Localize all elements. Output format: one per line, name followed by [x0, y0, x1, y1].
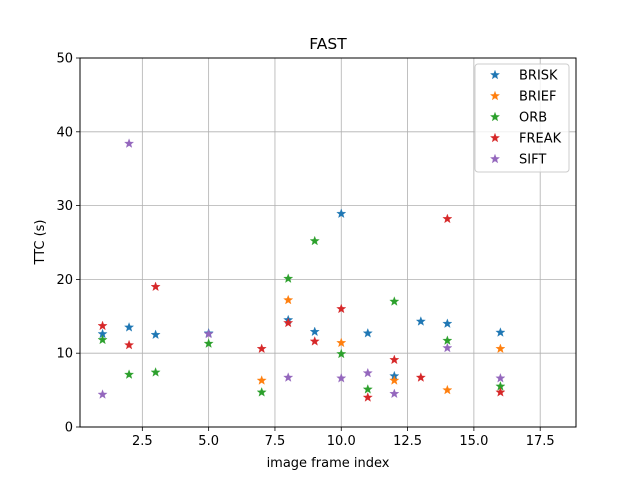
legend-label: ORB — [519, 111, 547, 126]
data-point-star — [150, 329, 161, 339]
data-point-star — [336, 337, 347, 348]
data-point-star — [309, 326, 320, 337]
data-point-star — [362, 367, 373, 378]
data-point-star — [495, 387, 506, 397]
legend-marker-star — [490, 153, 500, 164]
data-point-star — [283, 317, 294, 328]
legend-marker-star — [490, 111, 500, 122]
y-tick-label: 50 — [56, 52, 73, 67]
y-tick-label: 20 — [56, 273, 73, 288]
data-point-star — [150, 281, 161, 292]
data-point-star — [150, 367, 161, 377]
legend-label: FREAK — [519, 132, 562, 147]
legend-item-brisk: BRISK — [490, 69, 558, 84]
legend-label: SIFT — [519, 153, 546, 168]
legend: BRISK BRIEF ORB FREAK SIFT — [474, 63, 570, 173]
data-point-star — [309, 336, 320, 346]
data-point-star — [283, 294, 294, 305]
x-tick-label: 5.0 — [198, 434, 219, 449]
data-point-star — [97, 389, 108, 399]
data-point-star — [415, 372, 426, 382]
data-point-star — [124, 369, 135, 379]
legend-marker-star — [490, 69, 500, 80]
data-point-star — [336, 208, 347, 218]
data-point-star — [495, 327, 506, 337]
data-point-star — [309, 235, 320, 246]
data-point-star — [283, 273, 294, 283]
legend-label: BRIEF — [519, 90, 556, 105]
y-tick-label: 40 — [56, 125, 73, 140]
data-point-star — [97, 320, 108, 331]
data-point-star — [203, 338, 214, 348]
x-tick-label: 12.5 — [393, 434, 422, 449]
x-tick-label: 15.0 — [459, 434, 488, 449]
data-point-star — [256, 387, 267, 397]
data-point-star — [124, 138, 135, 148]
y-tick-label: 30 — [56, 199, 73, 214]
chart-title: FAST — [309, 35, 347, 53]
legend-item-brief: BRIEF — [490, 90, 556, 105]
legend-marker-star — [490, 90, 500, 101]
x-axis-label: image frame index — [267, 456, 390, 471]
data-point-star — [124, 322, 135, 332]
data-point-star — [203, 328, 214, 339]
series-sift — [97, 138, 506, 399]
legend-box — [474, 63, 570, 173]
x-tick-label: 17.5 — [526, 434, 555, 449]
data-point-star — [283, 372, 294, 382]
legend-item-sift: SIFT — [490, 153, 546, 168]
data-point-star — [495, 373, 506, 383]
legend-label: BRISK — [519, 69, 558, 84]
data-points — [97, 138, 506, 402]
series-freak — [97, 213, 506, 402]
x-tick-label: 10.0 — [327, 434, 356, 449]
data-point-star — [336, 348, 347, 359]
data-point-star — [256, 343, 267, 354]
data-point-star — [362, 392, 373, 402]
series-orb — [97, 235, 506, 397]
data-point-star — [336, 373, 347, 383]
data-point-star — [415, 316, 426, 326]
data-point-star — [124, 339, 135, 350]
y-tick-label: 0 — [65, 421, 73, 436]
series-brief — [256, 294, 506, 395]
data-point-star — [256, 375, 267, 385]
plot-frame — [79, 57, 577, 428]
legend-item-orb: ORB — [490, 111, 547, 126]
x-tick-label: 7.5 — [265, 434, 286, 449]
data-point-star — [97, 334, 108, 345]
y-tick-label: 10 — [56, 347, 73, 362]
data-point-star — [389, 354, 400, 365]
data-point-star — [442, 213, 453, 224]
legend-marker-star — [490, 132, 500, 143]
data-point-star — [442, 335, 453, 345]
legend-item-freak: FREAK — [490, 132, 562, 147]
data-point-star — [389, 388, 400, 399]
data-point-star — [389, 296, 400, 306]
data-point-star — [362, 328, 373, 338]
data-point-star — [495, 343, 506, 354]
data-point-star — [442, 384, 453, 395]
x-tick-label: 2.5 — [132, 434, 153, 449]
data-point-star — [442, 318, 453, 328]
data-point-star — [442, 342, 453, 353]
y-axis-label: TTC (s) — [33, 219, 48, 265]
data-point-star — [362, 384, 373, 394]
data-point-star — [389, 375, 400, 385]
data-point-star — [336, 303, 347, 314]
axis-ticks: 2.5 5.0 7.5 10.0 12.5 15.0 17.5 0 10 20 30 40 50 — [56, 52, 554, 450]
